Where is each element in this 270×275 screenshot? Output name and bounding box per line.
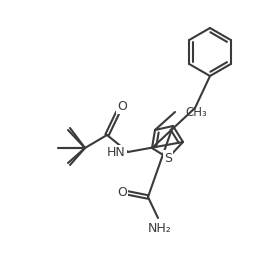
- Text: O: O: [117, 100, 127, 112]
- Text: HN: HN: [107, 147, 126, 160]
- Text: S: S: [164, 152, 172, 164]
- Text: O: O: [117, 186, 127, 199]
- Text: NH₂: NH₂: [148, 221, 172, 235]
- Text: CH₃: CH₃: [185, 106, 207, 119]
